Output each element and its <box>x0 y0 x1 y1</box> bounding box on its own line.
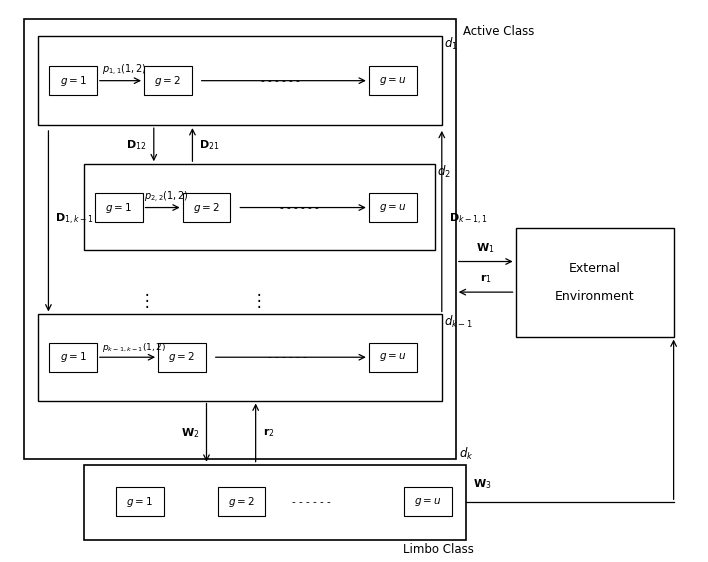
Text: $g=1$: $g=1$ <box>126 495 153 509</box>
Text: - - - - - -: - - - - - - <box>261 76 299 85</box>
Text: $p_{2,2}(1,2)$: $p_{2,2}(1,2)$ <box>144 189 188 205</box>
Text: $d_2$: $d_2$ <box>437 164 451 180</box>
Text: - - - - - -: - - - - - - <box>268 352 307 362</box>
Text: $p_{k-1,k-1}(1,2)$: $p_{k-1,k-1}(1,2)$ <box>103 342 166 355</box>
Text: $d_1$: $d_1$ <box>444 36 458 52</box>
Text: $g=u$: $g=u$ <box>379 351 406 363</box>
FancyBboxPatch shape <box>24 20 456 459</box>
Text: $\mathbf{D}_{k-1,1}$: $\mathbf{D}_{k-1,1}$ <box>449 212 487 228</box>
FancyBboxPatch shape <box>158 343 206 371</box>
Text: $g=1$: $g=1$ <box>59 74 86 88</box>
FancyBboxPatch shape <box>84 164 435 251</box>
Text: Limbo Class: Limbo Class <box>403 542 474 555</box>
FancyBboxPatch shape <box>38 314 442 401</box>
FancyBboxPatch shape <box>95 193 142 222</box>
Text: $g=u$: $g=u$ <box>379 75 406 87</box>
Text: $g=1$: $g=1$ <box>59 350 86 364</box>
Text: $g=u$: $g=u$ <box>414 496 442 508</box>
Text: $d_{k-1}$: $d_{k-1}$ <box>444 314 473 330</box>
FancyBboxPatch shape <box>369 66 416 95</box>
Text: - - - - - -: - - - - - - <box>292 497 331 507</box>
Text: $p_{1,1}(1,2)$: $p_{1,1}(1,2)$ <box>101 63 147 78</box>
Text: $\mathbf{W}_1$: $\mathbf{W}_1$ <box>476 241 495 255</box>
FancyBboxPatch shape <box>49 66 97 95</box>
Text: $d_k$: $d_k$ <box>459 446 474 462</box>
Text: $\mathbf{W}_2$: $\mathbf{W}_2$ <box>181 426 200 439</box>
FancyBboxPatch shape <box>183 193 230 222</box>
Text: $g=2$: $g=2$ <box>154 74 181 88</box>
Text: $g=u$: $g=u$ <box>379 202 406 214</box>
FancyBboxPatch shape <box>116 487 164 516</box>
Text: $\vdots$: $\vdots$ <box>250 291 261 310</box>
Text: $\mathbf{r}_1$: $\mathbf{r}_1$ <box>480 273 491 285</box>
Text: $\mathbf{D}_{21}$: $\mathbf{D}_{21}$ <box>200 138 220 152</box>
FancyBboxPatch shape <box>84 465 467 540</box>
Text: Active Class: Active Class <box>463 25 535 38</box>
FancyBboxPatch shape <box>515 228 673 337</box>
Text: $g=2$: $g=2$ <box>193 201 220 215</box>
FancyBboxPatch shape <box>369 343 416 371</box>
Text: $\vdots$: $\vdots$ <box>137 291 149 310</box>
FancyBboxPatch shape <box>38 36 442 125</box>
FancyBboxPatch shape <box>369 193 416 222</box>
FancyBboxPatch shape <box>49 343 97 371</box>
Text: $g=2$: $g=2$ <box>169 350 195 364</box>
Text: External: External <box>569 262 620 275</box>
Text: Environment: Environment <box>555 290 634 303</box>
FancyBboxPatch shape <box>404 487 452 516</box>
FancyBboxPatch shape <box>144 66 192 95</box>
Text: - - - - - -: - - - - - - <box>280 202 319 212</box>
Text: $g=2$: $g=2$ <box>228 495 255 509</box>
FancyBboxPatch shape <box>218 487 266 516</box>
Text: $\mathbf{D}_{1,k-1}$: $\mathbf{D}_{1,k-1}$ <box>55 212 94 228</box>
Text: $\mathbf{W}_3$: $\mathbf{W}_3$ <box>474 477 492 491</box>
Text: $\mathbf{D}_{12}$: $\mathbf{D}_{12}$ <box>126 138 147 152</box>
Text: $\mathbf{r}_2$: $\mathbf{r}_2$ <box>263 426 275 439</box>
Text: $g=1$: $g=1$ <box>105 201 132 215</box>
